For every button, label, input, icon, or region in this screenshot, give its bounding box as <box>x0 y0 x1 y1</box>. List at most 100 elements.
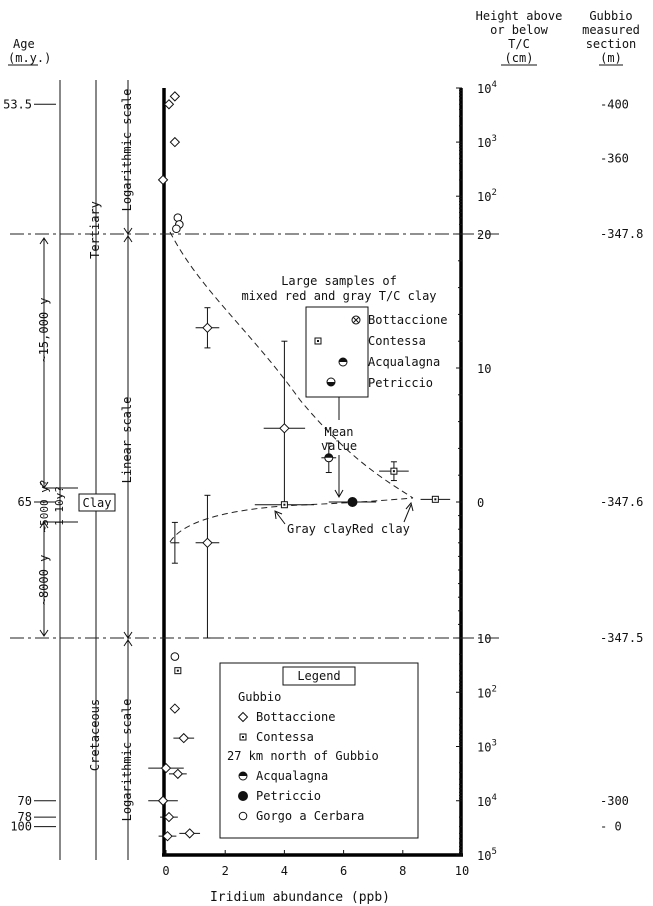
x-tick-label: 0 <box>162 864 169 878</box>
scale-label-log-top: Logarithmic scale <box>120 89 134 212</box>
x-tick-label: 6 <box>340 864 347 878</box>
mean-label-line1: Mean <box>325 425 354 439</box>
section-header-line4: (m) <box>600 51 622 65</box>
point-bottaccione <box>157 795 169 806</box>
point-bottaccione <box>202 537 213 549</box>
height-tick-label: 102 <box>477 684 497 700</box>
point-gorgo-a-cerbara <box>170 652 180 661</box>
point-mean-value <box>347 497 358 507</box>
inset-marker-petriccio <box>326 377 336 387</box>
gray-clay-label: Gray clay <box>287 522 352 536</box>
height-tick-label: 0 <box>477 496 484 510</box>
height-tick-label: 103 <box>477 134 497 150</box>
point-contessa <box>280 501 288 509</box>
scale-label-linear: Linear scale <box>120 397 134 484</box>
inset-entry-petriccio: Petriccio <box>368 376 433 390</box>
fit-curve-upper <box>169 231 414 499</box>
duration-5000: ~5000 y? <box>38 480 51 533</box>
inset-large-samples: Large samples of mixed red and gray T/C … <box>241 274 447 420</box>
legend-marker-gorgo <box>238 811 248 821</box>
height-tick-label: 105 <box>477 847 497 863</box>
point-bottaccione <box>163 99 175 110</box>
period-clay: Clay <box>83 496 112 510</box>
point-bottaccione <box>169 91 181 102</box>
legend-marker-contessa <box>239 733 247 741</box>
point-bottaccione <box>169 136 181 148</box>
scale-label-log-bottom: Logarithmic scale <box>120 699 134 822</box>
section-label: -360 <box>600 151 629 165</box>
inset-title-line1: Large samples of <box>281 274 397 288</box>
x-tick-label: 4 <box>281 864 288 878</box>
red-clay-label: Red clay <box>352 522 410 536</box>
mean-label-line2: value <box>321 439 357 453</box>
legend-marker-bottaccione <box>237 711 249 723</box>
age-label: 78 <box>18 810 32 824</box>
height-header: Height above or below T/C (cm) <box>476 9 563 66</box>
point-bottaccione <box>169 703 181 714</box>
legend-group-gubbio: Gubbio <box>238 690 281 704</box>
x-tick-label: 8 <box>399 864 406 878</box>
section-label: -347.8 <box>600 227 643 241</box>
inset-title-line2: mixed red and gray T/C clay <box>241 289 436 303</box>
inset-marker-acqualagna <box>338 357 348 367</box>
legend-item-petriccio: Petriccio <box>256 789 321 803</box>
section-label: -347.5 <box>600 631 643 645</box>
height-tick-label: 104 <box>477 80 497 96</box>
inset-entry-contessa: Contessa <box>368 334 426 348</box>
height-header-line4: (cm) <box>505 51 534 65</box>
point-bottaccione <box>279 423 290 434</box>
legend-item-gorgo: Gorgo a Cerbara <box>256 809 364 823</box>
point-bottaccione <box>157 174 169 186</box>
height-header-line3: T/C <box>508 37 530 51</box>
x-tick-label: 10 <box>455 864 469 878</box>
point-acqualagna <box>324 453 334 463</box>
point-bottaccione <box>184 828 195 839</box>
height-tick-label: 104 <box>477 793 497 809</box>
age-label: 70 <box>18 794 32 808</box>
legend: Legend Gubbio Bottaccione Contessa 27 km… <box>219 662 419 839</box>
height-tick-label: 102 <box>477 188 497 204</box>
height-tick-label: 103 <box>477 739 497 755</box>
legend-group-north: 27 km north of Gubbio <box>227 749 379 763</box>
legend-item-bottaccione: Bottaccione <box>256 710 335 724</box>
duration-1-10: 1-10y? <box>53 486 66 526</box>
legend-marker-petriccio <box>238 791 248 801</box>
inset-entry-bottaccione: Bottaccione <box>368 313 447 327</box>
legend-marker-acqualagna <box>238 771 248 781</box>
section-header: Gubbio measured section (m) <box>582 9 640 66</box>
data-points <box>148 91 451 842</box>
legend-title: Legend <box>297 669 340 683</box>
legend-item-acqualagna: Acqualagna <box>256 769 328 783</box>
point-contessa <box>174 667 182 675</box>
height-tick-label: 20 <box>477 228 491 242</box>
period-tertiary: Tertiary <box>88 201 102 259</box>
x-axis-ticks: 0 2 4 6 8 10 <box>162 850 469 878</box>
annotations: Mean value Gray clay Red clay <box>274 425 414 536</box>
age-label: 100 <box>10 820 32 834</box>
x-axis-label: Iridium abundance (ppb) <box>210 890 390 905</box>
section-header-line1: Gubbio <box>589 9 632 23</box>
age-label: 53.5 <box>3 97 32 111</box>
inset-entry-acqualagna: Acqualagna <box>368 355 440 369</box>
age-header-line1: Age <box>13 37 35 51</box>
point-bottaccione <box>162 830 173 842</box>
height-tick-label: 10 <box>477 632 491 646</box>
legend-item-contessa: Contessa <box>256 730 314 744</box>
height-header-line1: Height above <box>476 9 563 23</box>
height-header-line2: or below <box>490 23 549 37</box>
section-header-line3: section <box>586 37 637 51</box>
age-header-line2: (m.y.) <box>8 51 51 65</box>
age-label: 65 <box>18 495 32 509</box>
point-bottaccione <box>178 732 189 744</box>
duration-15000: ~15,000 y <box>37 297 51 362</box>
point-bottaccione <box>163 811 175 823</box>
left-scale-lines <box>39 80 133 860</box>
point-contessa <box>431 495 439 503</box>
section-label: - 0 <box>600 820 622 834</box>
period-cretaceous: Cretaceous <box>88 699 102 771</box>
section-labels: -400 -360 -347.8 -347.6 -347.5 -300 - 0 <box>600 97 643 833</box>
age-header: Age (m.y.) <box>8 37 51 66</box>
point-contessa <box>390 467 398 475</box>
height-tick-label: 10 <box>477 362 491 376</box>
